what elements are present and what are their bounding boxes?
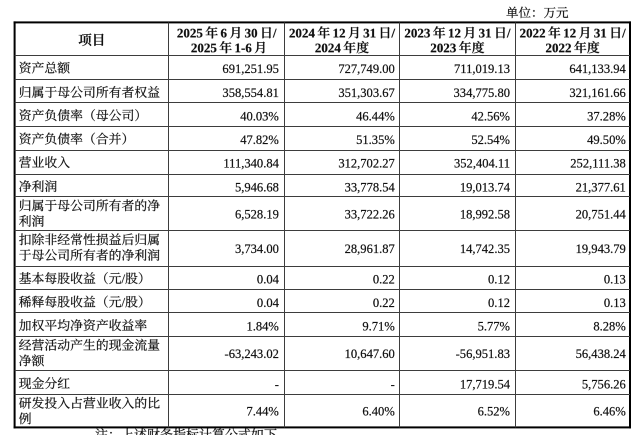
svg-text:-56,951.83: -56,951.83	[456, 347, 510, 361]
svg-text:0.12: 0.12	[488, 272, 510, 286]
svg-text:33,722.26: 33,722.26	[345, 208, 395, 222]
svg-text:40.03%: 40.03%	[240, 109, 279, 123]
svg-text:5,756.26: 5,756.26	[582, 377, 626, 391]
svg-text:1.84%: 1.84%	[246, 319, 279, 333]
svg-text:46.44%: 46.44%	[356, 109, 395, 123]
svg-text:7.44%: 7.44%	[246, 404, 279, 418]
svg-text:-: -	[391, 377, 395, 391]
svg-text:727,749.00: 727,749.00	[338, 62, 394, 76]
svg-text:6,528.19: 6,528.19	[235, 208, 279, 222]
svg-text:28,961.87: 28,961.87	[345, 242, 395, 256]
svg-text:49.50%: 49.50%	[587, 133, 626, 147]
svg-text:33,778.54: 33,778.54	[345, 180, 396, 194]
svg-text:711,019.13: 711,019.13	[454, 62, 510, 76]
svg-text:19,943.79: 19,943.79	[576, 242, 626, 256]
svg-text:9.71%: 9.71%	[362, 319, 395, 333]
svg-text:0.12: 0.12	[488, 296, 510, 310]
svg-text:18,992.58: 18,992.58	[460, 208, 510, 222]
svg-text:20,751.44: 20,751.44	[576, 208, 627, 222]
svg-text:37.28%: 37.28%	[587, 109, 626, 123]
svg-text:-63,243.02: -63,243.02	[225, 347, 279, 361]
svg-text:10,647.60: 10,647.60	[345, 347, 395, 361]
svg-text:0.13: 0.13	[604, 296, 626, 310]
svg-text:641,133.94: 641,133.94	[569, 62, 626, 76]
svg-text:17,719.54: 17,719.54	[460, 377, 511, 391]
svg-text:3,734.00: 3,734.00	[235, 242, 279, 256]
svg-text:-: -	[275, 377, 279, 391]
svg-text:51.35%: 51.35%	[356, 133, 395, 147]
svg-text:6.52%: 6.52%	[478, 404, 511, 418]
svg-text:56,438.24: 56,438.24	[576, 347, 627, 361]
svg-text:111,340.84: 111,340.84	[223, 156, 279, 170]
svg-text:352,404.11: 352,404.11	[454, 156, 510, 170]
svg-text:691,251.95: 691,251.95	[222, 62, 278, 76]
svg-text:6.40%: 6.40%	[362, 404, 395, 418]
svg-text:5.77%: 5.77%	[478, 319, 511, 333]
svg-text:358,554.81: 358,554.81	[222, 86, 278, 100]
svg-text:252,111.38: 252,111.38	[570, 156, 626, 170]
svg-text:6.46%: 6.46%	[593, 404, 626, 418]
svg-text:0.22: 0.22	[373, 272, 395, 286]
svg-text:334,775.80: 334,775.80	[454, 86, 510, 100]
svg-text:52.54%: 52.54%	[471, 133, 510, 147]
svg-text:351,303.67: 351,303.67	[338, 86, 394, 100]
svg-text:19,013.74: 19,013.74	[460, 180, 511, 194]
svg-text:21,377.61: 21,377.61	[576, 180, 626, 194]
svg-text:14,742.35: 14,742.35	[460, 242, 510, 256]
svg-text:321,161.66: 321,161.66	[569, 86, 625, 100]
svg-text:8.28%: 8.28%	[593, 319, 626, 333]
svg-text:0.22: 0.22	[373, 296, 395, 310]
svg-text:0.13: 0.13	[604, 272, 626, 286]
svg-text:0.04: 0.04	[257, 296, 280, 310]
svg-text:5,946.68: 5,946.68	[235, 180, 279, 194]
svg-text:312,702.27: 312,702.27	[338, 156, 394, 170]
svg-text:47.82%: 47.82%	[240, 133, 279, 147]
svg-text:42.56%: 42.56%	[471, 109, 510, 123]
svg-text:0.04: 0.04	[257, 272, 280, 286]
